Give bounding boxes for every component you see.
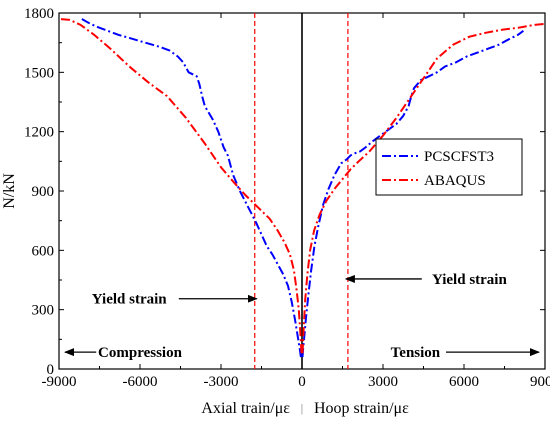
y-tick-label: 300: [32, 303, 55, 319]
annotation-label: Yield strain: [432, 272, 508, 288]
y-tick-label: 0: [47, 362, 55, 378]
annotation-layer: Yield strain Yield strain Compression Tensi…: [64, 272, 540, 361]
x-axis-title-left: Axial train/με: [201, 400, 290, 417]
x-axis-title-separator: |: [301, 401, 303, 415]
axis-titles: N/kN Axial train/με Hoop strain/με |: [1, 173, 409, 417]
series-line-pcscfst3-1: [301, 29, 524, 358]
legend-box: [375, 138, 523, 196]
series-line-abaqus-0: [58, 17, 303, 354]
x-tick-label: 3000: [368, 374, 398, 390]
x-tick-label: 0: [298, 374, 306, 390]
y-tick-label: 1500: [24, 65, 54, 81]
y-tick-label: 900: [32, 184, 55, 200]
x-tick-label: -6000: [123, 374, 158, 390]
y-tick-label: 600: [32, 243, 55, 259]
y-tick-label: 1200: [24, 125, 54, 141]
annotation-label: Tension: [391, 345, 441, 361]
x-tick-label: 6000: [449, 374, 479, 390]
legend: PCSCFST3 ABAQUS: [375, 138, 523, 196]
series-layer: [58, 17, 546, 358]
y-tick-label: 1800: [24, 6, 54, 22]
legend-label: ABAQUS: [424, 173, 486, 189]
series-line-abaqus-1: [301, 22, 546, 354]
tick-layer: -9000 -6000 -3000 0 3000 6000 9000 0 300 600 900 12…: [24, 6, 550, 390]
x-axis-title-right: Hoop strain/με: [314, 400, 409, 417]
x-tick-label: -3000: [204, 374, 239, 390]
y-axis-title: N/kN: [1, 173, 18, 209]
x-tick-label: 9000: [530, 374, 550, 390]
series-line-pcscfst3-0: [80, 17, 302, 358]
legend-label: PCSCFST3: [424, 149, 494, 165]
x-tick-label: -9000: [42, 374, 77, 390]
annotation-label: Yield strain: [92, 292, 168, 308]
annotation-label: Compression: [98, 345, 183, 361]
